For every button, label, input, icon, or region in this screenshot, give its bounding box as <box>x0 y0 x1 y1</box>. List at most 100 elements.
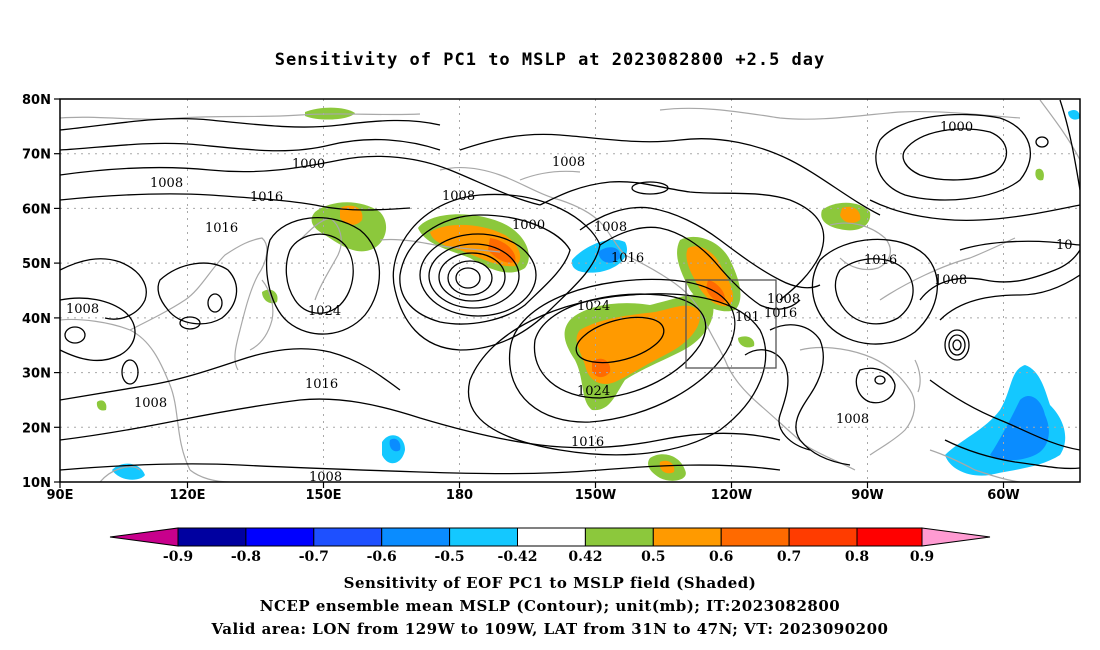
contour-line <box>265 217 381 335</box>
lon-tick-label: 90E <box>47 488 74 503</box>
lat-tick-label: 70N <box>22 148 51 163</box>
shade-light-blue <box>1068 110 1080 120</box>
colorbar-cell <box>584 527 654 547</box>
contour-line <box>539 181 825 301</box>
contour-label: 1016 <box>611 251 644 266</box>
lat-tick-label: 50N <box>22 257 51 272</box>
contour-label: 1000 <box>292 157 325 172</box>
contour-line <box>60 398 781 449</box>
colorbar-cell <box>652 527 722 547</box>
coastline-alaska <box>439 166 626 256</box>
colorbar-label: -0.6 <box>367 549 397 565</box>
colorbar-label: -0.42 <box>498 549 538 565</box>
contour-high <box>508 278 736 423</box>
colorbar-cell <box>381 527 451 547</box>
contour-label: 1016 <box>864 253 897 268</box>
colorbar-label: 0.8 <box>845 549 869 565</box>
contour-label: 1008 <box>934 273 967 288</box>
contour-line <box>834 258 914 325</box>
coastline-canada-north <box>659 107 1021 120</box>
contour-low <box>944 329 970 361</box>
contour-line <box>855 367 896 404</box>
lat-tick-label: 40N <box>22 312 51 327</box>
contour-label: 1024 <box>577 384 610 399</box>
contour-line <box>902 128 1008 181</box>
contour-line <box>60 155 541 206</box>
colorbar <box>109 527 991 547</box>
shade-orange <box>659 460 675 474</box>
contour-label: 1016 <box>571 435 604 450</box>
contour-label: 1008 <box>552 155 585 170</box>
contour-low <box>952 339 962 351</box>
coastline-east-asia <box>129 237 268 371</box>
chart-title: Sensitivity of PC1 to MSLP at 2023082800… <box>274 50 826 70</box>
coastline-japan <box>249 279 274 351</box>
lon-tick-label: 90W <box>851 488 883 503</box>
contour-line <box>769 324 851 466</box>
contour-label: 1024 <box>308 304 341 319</box>
contour-low <box>399 214 571 325</box>
colorbar-label: -0.5 <box>435 549 465 565</box>
contour-line <box>60 138 441 152</box>
lon-tick-label: 150W <box>575 488 616 503</box>
contour-line <box>60 348 401 401</box>
contour-label: 1008 <box>836 412 869 427</box>
coastline-east-coast <box>879 237 1016 301</box>
lon-tick-labels: 90E 120E 150E 180 150W 120W 90W 60W <box>47 488 1020 503</box>
contour-line <box>939 274 1080 321</box>
contour-line <box>579 206 821 289</box>
contour-line <box>874 375 886 385</box>
contour-label: 1016 <box>764 306 797 321</box>
colorbar-cell <box>177 527 247 547</box>
contour-line <box>959 240 1080 251</box>
shade-green <box>96 400 107 411</box>
colorbar-label: 0.42 <box>568 549 602 565</box>
shade-dark-orange <box>706 280 725 303</box>
lat-tick-label: 60N <box>22 202 51 217</box>
coastline-arctic-asia <box>60 113 421 120</box>
lat-tick-labels: 80N 70N 60N 50N 40N 30N 20N 10N <box>22 93 51 491</box>
contour-line <box>929 379 1080 451</box>
coastline-florida <box>914 359 921 393</box>
contour-line <box>944 439 1080 470</box>
contour-line <box>869 199 1080 221</box>
contour-line <box>60 193 411 211</box>
lon-tick-label: 150E <box>305 488 341 503</box>
lon-tick-label: 180 <box>446 488 473 503</box>
colorbar-cell <box>449 527 519 547</box>
contour-low <box>455 267 481 289</box>
caption-line-2: NCEP ensemble mean MSLP (Contour); unit(… <box>259 597 841 615</box>
contour-line <box>811 238 938 345</box>
contour-line <box>1059 99 1080 191</box>
contour-label: 1008 <box>150 176 183 191</box>
contour-line <box>599 226 801 310</box>
colorbar-label: 0.9 <box>910 549 934 565</box>
contour-label: 1000 <box>512 218 545 233</box>
coastline-aleutians <box>379 238 501 253</box>
contour-label: 101 <box>735 310 760 325</box>
contour-line <box>631 181 669 195</box>
plot-frame <box>59 98 1081 483</box>
mslp-contours <box>60 99 1080 475</box>
contour-line <box>875 113 1031 201</box>
contour-line <box>744 349 811 451</box>
colorbar-label: 0.7 <box>777 549 801 565</box>
shade-blue <box>598 247 621 263</box>
colorbar-cell <box>788 527 858 547</box>
contour-label: 1000 <box>940 120 973 135</box>
coastlines <box>60 99 1080 482</box>
map-plot-area: 1000 1008 1016 1016 1008 1008 1000 1008 … <box>60 99 1080 485</box>
contour-line <box>157 262 238 325</box>
contour-label: 10 <box>1056 238 1073 253</box>
shade-green <box>311 202 387 252</box>
contour-label: 1008 <box>309 470 342 485</box>
contour-label: 1008 <box>767 292 800 307</box>
shade-blue <box>389 438 401 452</box>
colorbar-triangle-left <box>109 527 179 547</box>
colorbar-label: 0.6 <box>709 549 733 565</box>
colorbar-cell <box>517 527 586 547</box>
contour-high <box>575 316 665 364</box>
colorbar-triangle-right <box>921 527 991 547</box>
shade-orange <box>840 206 861 223</box>
